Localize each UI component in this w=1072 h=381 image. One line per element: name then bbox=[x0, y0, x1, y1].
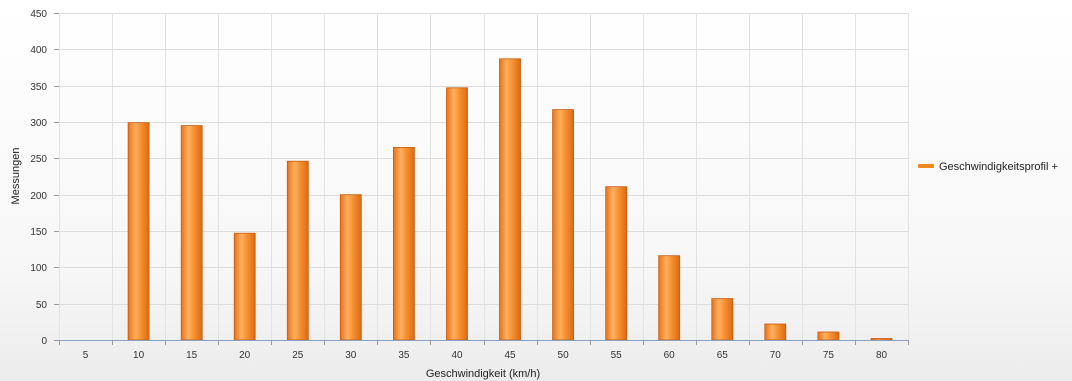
x-tick-label: 55 bbox=[611, 350, 623, 361]
y-tick-label: 300 bbox=[30, 118, 47, 129]
bar bbox=[552, 109, 574, 341]
y-axis-title: Messungen bbox=[10, 148, 22, 205]
x-axis-ticks: 5 10 15 20 25 30 35 40 45 50 55 60 65 70 75 80 bbox=[59, 340, 909, 361]
x-tick-label: 60 bbox=[664, 350, 676, 361]
bar bbox=[127, 122, 150, 341]
bar bbox=[658, 255, 681, 341]
y-tick-label: 200 bbox=[30, 191, 47, 202]
y-tick-label: 50 bbox=[36, 300, 48, 311]
grid bbox=[59, 13, 909, 340]
y-tick-label: 400 bbox=[30, 45, 47, 56]
bar bbox=[180, 125, 203, 341]
y-tick-label: 150 bbox=[30, 227, 47, 238]
bar bbox=[392, 146, 415, 341]
legend-label: Geschwindigkeitsprofil + bbox=[939, 161, 1058, 173]
bar bbox=[233, 232, 256, 341]
x-tick-label: 75 bbox=[823, 350, 835, 361]
bar bbox=[817, 331, 840, 341]
x-tick-label: 10 bbox=[133, 350, 145, 361]
y-tick-label: 450 bbox=[30, 9, 47, 20]
y-axis-ticks: 0 50 100 150 200 250 300 350 400 450 bbox=[30, 9, 59, 347]
y-tick-label: 100 bbox=[30, 263, 47, 274]
bar bbox=[446, 87, 468, 341]
x-tick-label: 50 bbox=[558, 350, 570, 361]
x-tick-label: 25 bbox=[292, 350, 304, 361]
x-tick-label: 40 bbox=[451, 350, 463, 361]
bar bbox=[870, 338, 893, 341]
bar bbox=[711, 298, 734, 341]
x-tick-label: 20 bbox=[239, 350, 251, 361]
x-tick-label: 45 bbox=[504, 350, 516, 361]
x-tick-label: 35 bbox=[398, 350, 410, 361]
bar bbox=[605, 186, 628, 341]
bars bbox=[127, 58, 893, 341]
legend-swatch bbox=[918, 164, 934, 168]
bar bbox=[286, 160, 309, 341]
y-tick-label: 0 bbox=[41, 336, 47, 347]
legend[interactable]: Geschwindigkeitsprofil + bbox=[918, 161, 1058, 173]
x-tick-label: 70 bbox=[770, 350, 782, 361]
x-tick-label: 5 bbox=[83, 350, 89, 361]
x-tick-label: 15 bbox=[186, 350, 198, 361]
bar bbox=[339, 194, 362, 341]
bar bbox=[764, 323, 787, 341]
x-tick-label: 65 bbox=[717, 350, 729, 361]
y-tick-label: 250 bbox=[30, 154, 47, 165]
x-tick-label: 80 bbox=[876, 350, 888, 361]
x-tick-label: 30 bbox=[345, 350, 357, 361]
y-tick-label: 350 bbox=[30, 82, 47, 93]
x-axis-title: Geschwindigkeit (km/h) bbox=[426, 368, 540, 380]
bar bbox=[499, 58, 521, 341]
